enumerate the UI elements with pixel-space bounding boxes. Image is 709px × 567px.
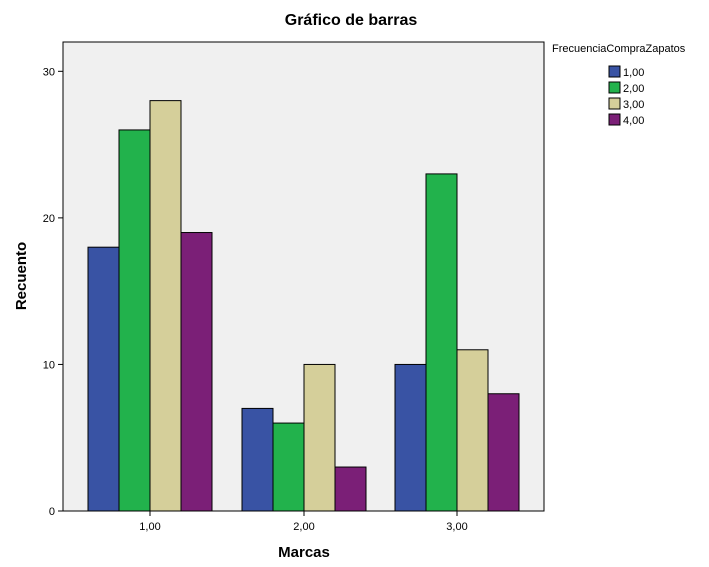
y-tick-label: 10 [43,359,55,371]
bar-series-3-category-2 [303,363,336,512]
bar-series-3-category-1 [149,100,182,512]
legend-swatch [608,81,621,94]
legend-label: 4,00 [623,115,644,127]
y-tick-label: 30 [43,66,55,78]
legend-label: 2,00 [623,83,644,95]
bar-series-4-category-2 [334,466,367,512]
bar-series-1-category-2 [241,407,274,512]
legend-label: 3,00 [623,99,644,111]
legend-swatch [608,65,621,78]
bar-series-4-category-3 [487,393,520,512]
bar-series-4-category-1 [180,232,213,512]
y-tick-label: 0 [49,506,55,518]
legend-swatch [608,97,621,110]
bar-series-1-category-1 [87,246,120,512]
legend: FrecuenciaCompraZapatos 1,00 2,00 3,00 4,00 [552,43,686,127]
bar-series-3-category-3 [456,349,489,512]
bars [87,100,520,512]
bar-series-2-category-3 [425,173,458,512]
x-axis-label: Marcas [278,544,330,561]
bar-series-2-category-1 [118,129,151,512]
bar-series-2-category-2 [272,422,305,512]
x-tick-label: 3,00 [446,521,467,533]
legend-title: FrecuenciaCompraZapatos [552,43,686,55]
y-axis: 0 10 20 30 [43,66,63,518]
legend-label: 1,00 [623,67,644,79]
bar-series-1-category-3 [394,363,427,512]
x-tick-label: 1,00 [139,521,160,533]
x-axis: 1,00 2,00 3,00 [139,511,468,533]
legend-swatch [608,113,621,126]
x-tick-label: 2,00 [293,521,314,533]
y-tick-label: 20 [43,213,55,225]
chart-title: Gráfico de barras [285,12,418,29]
y-axis-label: Recuento [13,242,30,310]
